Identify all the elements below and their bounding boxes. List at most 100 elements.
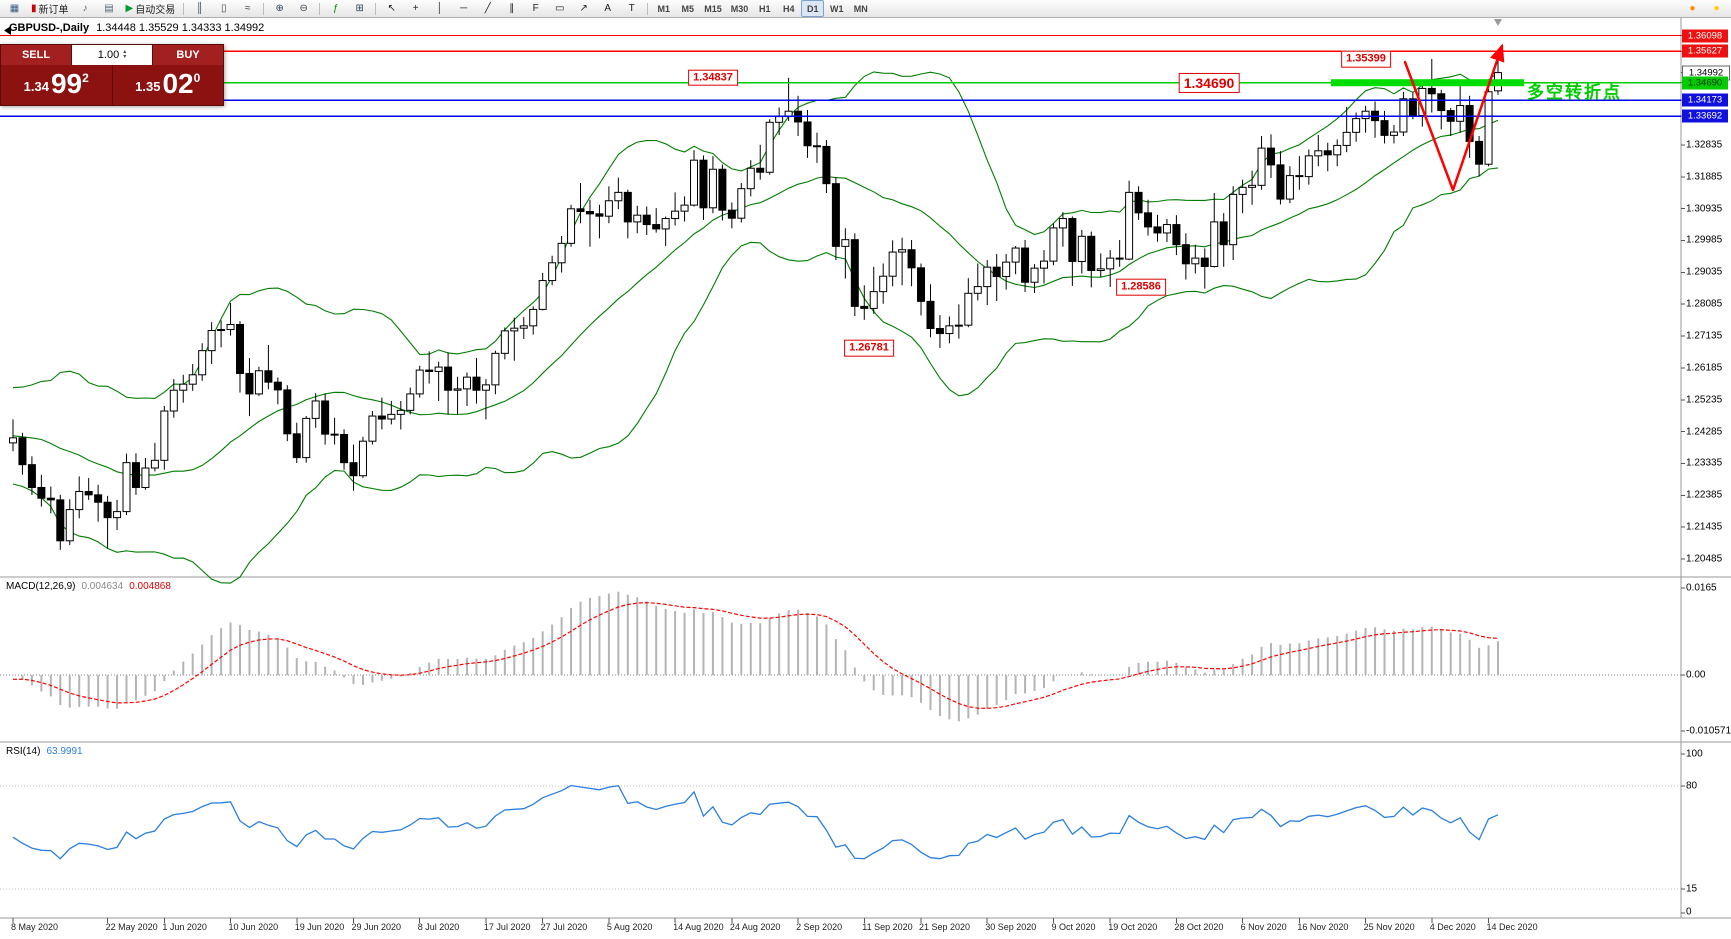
zoom-in-icon: ⊕ [275,2,284,14]
candle [463,372,472,406]
candle [122,453,131,515]
candle [444,352,453,415]
timeframe-w1-button[interactable]: W1 [830,3,844,14]
indicators-icon[interactable]: ƒ [324,0,347,17]
candle [633,205,642,234]
date-label: 17 Jul 2020 [483,922,531,932]
candle [652,208,661,233]
price-annotation-label[interactable]: 1.26781 [844,339,894,357]
candle [387,400,396,425]
candle [1399,91,1408,137]
candle [1266,134,1275,178]
trendline-icon[interactable]: ╱ [476,0,499,17]
volume-input[interactable]: 1.00 ▴ ▾ [71,45,153,65]
bollinger-line [12,119,1499,476]
candle [623,189,632,239]
volume-value: 1.00 [97,49,120,61]
timeframe-h4-button[interactable]: H4 [782,3,795,14]
candle [1153,214,1162,242]
candle [311,393,320,428]
date-label: 22 May 2020 [105,922,158,932]
cursor-icon[interactable]: ↖ [380,0,403,17]
crosshair-icon: + [412,2,419,14]
candle [680,196,689,222]
autotrading-button[interactable]: ▶ 自动交易 [122,0,180,17]
zoom-out-icon[interactable]: ⊖ [292,0,315,17]
date-label: 16 Nov 2020 [1297,922,1349,932]
candle [699,155,708,220]
candle [1257,136,1266,190]
timeframe-m5-button[interactable]: M5 [681,3,694,14]
candle [1437,89,1446,130]
grid-icon: ⊞ [355,2,364,14]
candle [1484,89,1493,167]
candle [1361,105,1370,133]
shapes-icon[interactable]: ▭ [548,0,571,17]
price-annotation-label[interactable]: 1.28586 [1116,279,1166,296]
candle [273,377,282,405]
candle [926,284,935,338]
new-chart-icon[interactable]: ▦ [3,0,26,17]
fibonacci-icon[interactable]: F [524,0,547,17]
macd-axis-label: 0.00 [1686,669,1706,681]
vertical-line-icon[interactable]: │ [428,0,451,17]
candle [510,317,519,361]
candle [888,240,897,287]
candle [983,260,992,306]
horizontal-line-icon[interactable]: ─ [452,0,475,17]
community-icon[interactable]: ● [1681,0,1704,17]
bar-chart-icon[interactable]: ║ [188,0,211,17]
text-icon[interactable]: A [596,0,619,17]
symbol-period-label: GBPUSD-,Daily [9,22,90,34]
candle [169,379,178,418]
candle [56,494,65,550]
timeframe-d1-button[interactable]: D1 [801,0,825,17]
rsi-axis-label: 100 [1686,748,1703,760]
date-label: 4 Dec 2020 [1429,922,1476,932]
price-annotation-label[interactable]: 1.35399 [1341,50,1391,68]
candle [264,344,273,390]
line-chart-icon[interactable]: ≈ [236,0,259,17]
timeframe-m1-button[interactable]: M1 [657,3,670,14]
date-label: 29 Jun 2020 [351,922,402,932]
new-order-button[interactable]: ▮ 新订单 [27,0,73,17]
channel-icon[interactable]: ∥ [500,0,523,17]
timeframe-m15-button[interactable]: M15 [704,3,722,14]
candle [1333,139,1342,167]
buy-button[interactable]: BUY [153,45,223,65]
candle [188,364,197,391]
alerts-icon[interactable]: ♪ [74,0,97,17]
arrow-tool-icon[interactable]: ↗ [572,0,595,17]
sell-price[interactable]: 1.34 99 2 [1,65,112,105]
bollinger-line [12,167,1499,584]
timeframe-m30-button[interactable]: M30 [730,3,749,14]
crosshair-icon[interactable]: + [404,0,427,17]
timeframe-h1-button[interactable]: H1 [758,3,771,14]
zoom-in-icon[interactable]: ⊕ [268,0,291,17]
price-annotation-label[interactable]: 1.34837 [688,69,738,87]
notifications-icon[interactable]: ● [1705,0,1728,17]
macd-signal-line [12,602,1499,709]
candle [37,474,46,507]
candle [1096,253,1105,277]
macd-axis-label: -0.010571 [1686,725,1731,737]
candle [198,343,207,381]
candlestick-chart-icon[interactable]: ▯ [212,0,235,17]
price-axis-label: 1.21435 [1686,521,1723,533]
candle [1285,166,1294,204]
text-label-icon[interactable]: T [620,0,643,17]
buy-price[interactable]: 1.35 02 0 [113,65,224,105]
sell-price-prefix: 1.34 [23,79,49,94]
grid-icon[interactable]: ⊞ [348,0,371,17]
market-watch-icon[interactable]: ▤ [98,0,121,17]
price-tag: 1.34173 [1682,93,1728,107]
sell-button[interactable]: SELL [1,45,71,65]
date-label: 28 Oct 2020 [1174,922,1224,932]
price-axis-label: 1.27135 [1686,330,1723,342]
date-label: 25 Nov 2020 [1363,922,1415,932]
volume-spinner[interactable]: ▴ ▾ [123,49,127,60]
community-icon: ● [1689,2,1696,14]
price-annotation-label[interactable]: 1.34690 [1178,72,1240,93]
timeframe-mn-button[interactable]: MN [853,3,868,14]
